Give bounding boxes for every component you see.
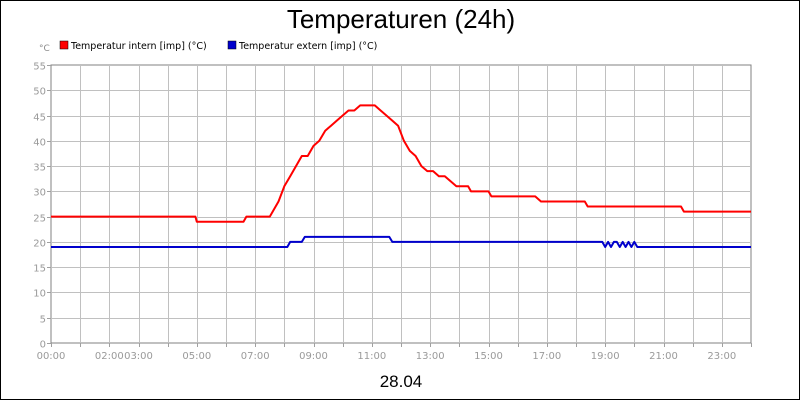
- y-tick-label: 0: [40, 340, 46, 351]
- x-tick-label: 00:00: [37, 351, 66, 362]
- y-tick-label: 50: [33, 87, 46, 98]
- x-tick-label: 17:00: [532, 351, 561, 362]
- x-tick-label: 09:00: [299, 351, 328, 362]
- legend-label-extern: Temperatur extern [imp] (°C): [238, 41, 377, 52]
- x-axis-date-label: 28.04: [380, 372, 423, 391]
- series-lines: [51, 104, 751, 248]
- x-tick-label: 02:00: [95, 351, 124, 362]
- legend-label-intern: Temperatur intern [imp] (°C): [70, 41, 207, 52]
- x-tick-label: 07:00: [241, 351, 270, 362]
- legend: Temperatur intern [imp] (°C) Temperatur …: [59, 40, 377, 52]
- y-tick-label: 55: [33, 62, 46, 73]
- x-axis-ticks: 00:00 02:00 03:00 05:00 07:00 09:00 11:00 13:00…: [37, 343, 752, 362]
- y-axis-unit: °C: [39, 44, 50, 54]
- x-tick-label: 19:00: [591, 351, 620, 362]
- y-axis-ticks: 0 5 10 15 20 25 30 35 40 45 50 55: [33, 62, 51, 351]
- y-tick-label: 15: [33, 264, 46, 275]
- x-tick-label: 23:00: [707, 351, 736, 362]
- legend-swatch-extern: [227, 40, 237, 50]
- chart-title: Temperaturen (24h): [287, 4, 515, 34]
- y-tick-label: 5: [40, 315, 46, 326]
- x-tick-label: 21:00: [649, 351, 678, 362]
- y-tick-label: 40: [33, 138, 46, 149]
- y-tick-label: 45: [33, 113, 46, 124]
- y-tick-label: 10: [33, 289, 46, 300]
- series-line-extern: [51, 235, 751, 248]
- y-tick-label: 25: [33, 214, 46, 225]
- y-tick-label: 30: [33, 188, 46, 199]
- x-tick-label: 13:00: [416, 351, 445, 362]
- x-tick-label: 15:00: [474, 351, 503, 362]
- x-tick-label: 03:00: [124, 351, 153, 362]
- x-tick-label: 11:00: [357, 351, 386, 362]
- legend-swatch-intern: [59, 40, 69, 50]
- y-tick-label: 20: [33, 239, 46, 250]
- x-tick-label: 05:00: [182, 351, 211, 362]
- y-tick-label: 35: [33, 163, 46, 174]
- x-gridlines: [80, 65, 723, 343]
- series-line-intern: [51, 104, 751, 223]
